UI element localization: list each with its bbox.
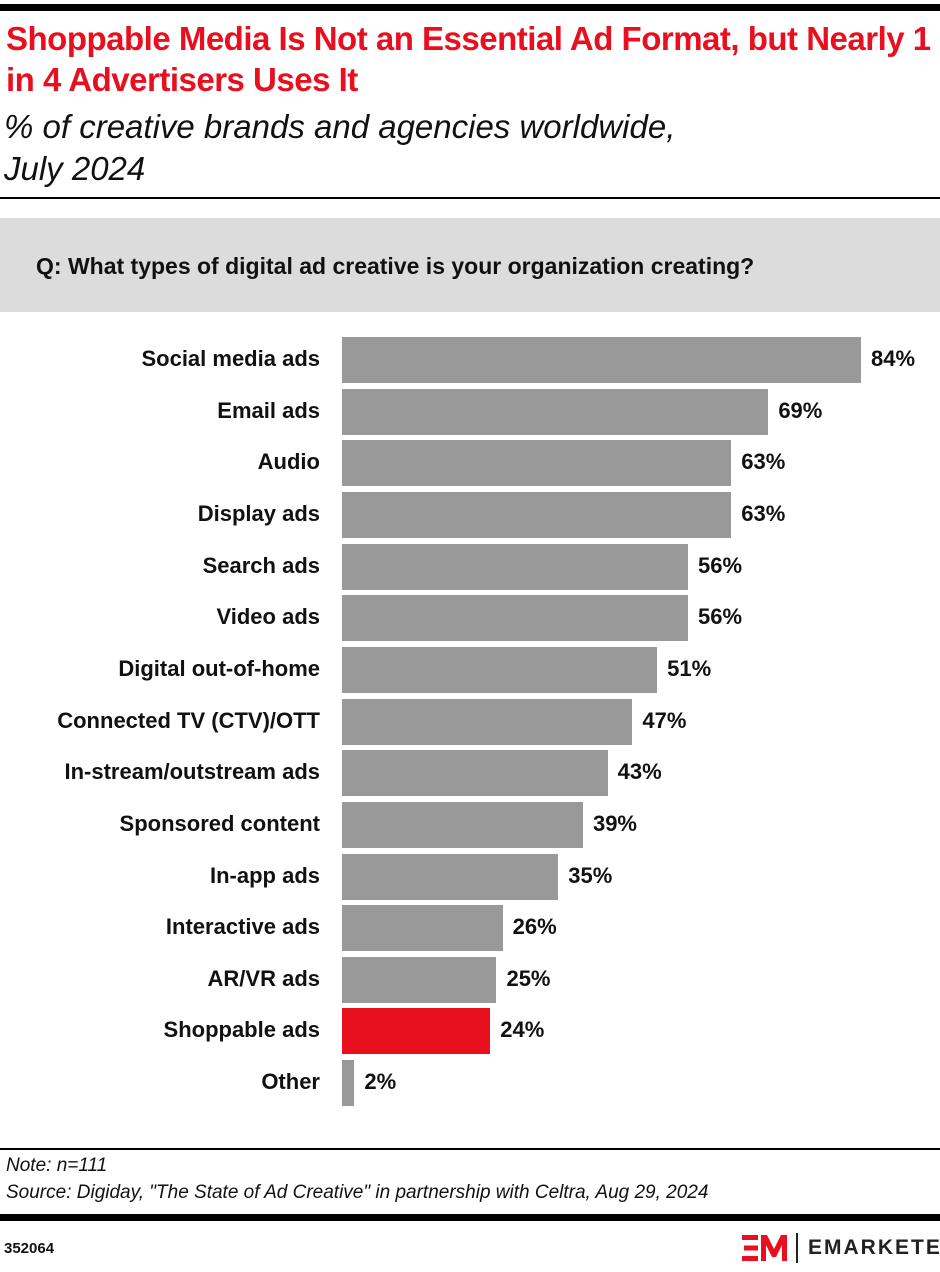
bar <box>342 595 688 642</box>
divider <box>0 197 940 199</box>
subtitle-line-2: July 2024 <box>4 150 146 187</box>
value-label: 63% <box>741 500 786 526</box>
category-label: In-app ads <box>209 862 320 888</box>
bar <box>342 1060 355 1107</box>
category-label: Search ads <box>202 552 320 578</box>
source-text: Source: Digiday, "The State of Ad Creati… <box>6 1182 709 1203</box>
value-label: 56% <box>698 604 743 630</box>
value-label: 47% <box>642 707 687 733</box>
chart-subtitle: % of creative brands and agencies worldw… <box>4 106 934 190</box>
category-label: Other <box>261 1069 320 1095</box>
subtitle-line-1: % of creative brands and agencies worldw… <box>4 108 676 145</box>
value-label: 51% <box>667 655 712 681</box>
value-label: 2% <box>364 1069 397 1095</box>
category-label: Connected TV (CTV)/OTT <box>57 707 320 733</box>
top-bar <box>0 4 940 11</box>
category-label: Interactive ads <box>165 914 320 940</box>
divider <box>0 1148 940 1150</box>
category-label: Sponsored content <box>119 810 320 836</box>
category-label: Audio <box>257 449 320 475</box>
emarketer-logo: EMARKETER <box>742 1231 940 1265</box>
value-label: 35% <box>568 862 613 888</box>
value-label: 84% <box>871 346 916 371</box>
value-label: 24% <box>500 1017 545 1043</box>
question-text: Q: What types of digital ad creative is … <box>36 253 755 279</box>
bar <box>342 801 583 848</box>
bar <box>342 646 658 693</box>
value-label: 56% <box>698 552 743 578</box>
category-label: Social media ads <box>141 346 320 371</box>
value-label: 63% <box>741 449 786 475</box>
chart-id: 352064 <box>4 1240 55 1257</box>
logo-text: EMARKETER <box>808 1236 940 1259</box>
category-label: Email ads <box>217 397 320 423</box>
note-text: Note: n=111 <box>6 1155 108 1176</box>
value-label: 39% <box>592 810 637 836</box>
value-label: 43% <box>617 759 662 785</box>
bar <box>342 543 688 590</box>
bar <box>342 1008 491 1055</box>
chart-title: Shoppable Media Is Not an Essential Ad F… <box>6 20 931 98</box>
bar <box>342 905 503 952</box>
category-label: Display ads <box>197 500 320 526</box>
bar <box>342 956 497 1003</box>
bar <box>342 750 608 797</box>
category-label: In-stream/outstream ads <box>64 759 320 785</box>
bar <box>342 491 732 538</box>
category-label: Video ads <box>216 604 320 630</box>
category-label: Digital out-of-home <box>118 655 320 681</box>
value-label: 69% <box>778 397 823 423</box>
em-logo-icon <box>742 1235 787 1261</box>
bar <box>342 853 559 900</box>
bar <box>342 698 633 745</box>
category-label: AR/VR ads <box>207 965 320 991</box>
value-label: 25% <box>506 965 551 991</box>
value-label: 26% <box>512 914 557 940</box>
bar <box>342 337 861 383</box>
question-band <box>0 218 940 312</box>
logo-separator <box>796 1233 798 1263</box>
bottom-bar <box>0 1214 940 1221</box>
bar <box>342 388 769 435</box>
category-label: Shoppable ads <box>163 1017 320 1043</box>
bar <box>342 440 732 487</box>
